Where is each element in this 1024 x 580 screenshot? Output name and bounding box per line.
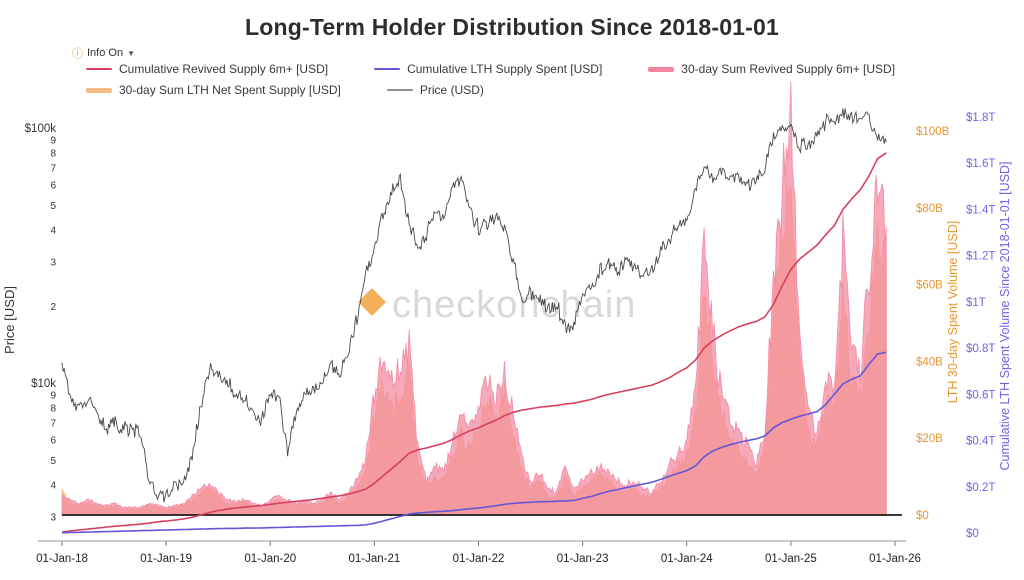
svg-text:7: 7 bbox=[50, 419, 56, 430]
watermark-diamond-icon bbox=[358, 288, 386, 316]
info-toggle-label: Info On bbox=[87, 47, 124, 59]
svg-text:3: 3 bbox=[50, 257, 56, 268]
svg-text:3: 3 bbox=[50, 512, 56, 523]
cumulative-axis-title: Cumulative LTH Spent Volume Since 2018-0… bbox=[998, 162, 1012, 471]
svg-text:5: 5 bbox=[50, 201, 56, 212]
svg-text:$0.2T: $0.2T bbox=[966, 482, 995, 494]
svg-text:01-Jan-25: 01-Jan-25 bbox=[765, 553, 817, 565]
watermark-text: checkonchain bbox=[392, 284, 636, 326]
svg-text:$100k: $100k bbox=[25, 123, 57, 135]
svg-text:4: 4 bbox=[50, 225, 56, 236]
legend-label: Cumulative Revived Supply 6m+ [USD] bbox=[119, 62, 329, 76]
legend-item-2[interactable]: 30-day Sum Revived Supply 6m+ [USD] bbox=[648, 62, 895, 76]
svg-text:8: 8 bbox=[50, 149, 56, 160]
svg-text:7: 7 bbox=[50, 164, 56, 175]
x-axis: 01-Jan-18 01-Jan-19 01-Jan-20 01-Jan-21 01-J… bbox=[36, 540, 921, 565]
page-title: Long-Term Holder Distribution Since 2018… bbox=[244, 14, 780, 40]
svg-text:$1.6T: $1.6T bbox=[966, 158, 995, 170]
svg-text:$1.8T: $1.8T bbox=[966, 112, 995, 124]
svg-text:$0.6T: $0.6T bbox=[966, 389, 995, 401]
legend-item-3[interactable]: 30-day Sum LTH Net Spent Supply [USD] bbox=[86, 83, 341, 97]
series-line-1 bbox=[61, 351, 887, 534]
info-toggle[interactable]: ⓘ Info On ▼ bbox=[72, 45, 135, 61]
svg-text:$60B: $60B bbox=[916, 280, 943, 292]
svg-text:4: 4 bbox=[50, 480, 56, 491]
spent-axis-title: LTH 30-day Spent Volume [USD] bbox=[946, 221, 960, 404]
legend-swatch-icon bbox=[648, 66, 675, 72]
svg-text:$1.4T: $1.4T bbox=[966, 204, 995, 216]
cumulative-axis: $0 $0.2T $0.4T $0.6T $0.8T $1T $1.2T $1.4T $1.6T… bbox=[966, 112, 1012, 540]
legend-item-1[interactable]: Cumulative LTH Supply Spent [USD] bbox=[374, 62, 602, 76]
chart-legend: Cumulative Revived Supply 6m+ [USD] Cumul… bbox=[86, 62, 895, 97]
svg-text:$100B: $100B bbox=[916, 126, 950, 138]
svg-text:5: 5 bbox=[50, 456, 56, 467]
svg-text:$40B: $40B bbox=[916, 356, 943, 368]
svg-text:$1T: $1T bbox=[966, 297, 986, 309]
svg-text:01-Jan-24: 01-Jan-24 bbox=[661, 553, 713, 565]
legend-swatch-icon bbox=[86, 87, 112, 93]
svg-text:01-Jan-26: 01-Jan-26 bbox=[869, 553, 921, 565]
legend-item-0[interactable]: Cumulative Revived Supply 6m+ [USD] bbox=[86, 62, 328, 76]
svg-text:$10k: $10k bbox=[31, 378, 56, 390]
svg-text:01-Jan-19: 01-Jan-19 bbox=[140, 553, 192, 565]
svg-text:6: 6 bbox=[50, 181, 56, 192]
spent-axis: $0 $20B $40B $60B $80B $100B LTH 30-day Spent … bbox=[916, 126, 960, 522]
svg-text:01-Jan-18: 01-Jan-18 bbox=[36, 553, 88, 565]
svg-text:$0.4T: $0.4T bbox=[966, 436, 995, 448]
watermark: checkonchain bbox=[358, 284, 636, 326]
legend-row-1: 30-day Sum LTH Net Spent Supply [USD] Pri… bbox=[86, 83, 895, 97]
legend-swatch-icon bbox=[374, 68, 401, 70]
svg-text:9: 9 bbox=[50, 391, 56, 402]
svg-text:01-Jan-23: 01-Jan-23 bbox=[557, 553, 609, 565]
svg-text:$80B: $80B bbox=[916, 203, 943, 215]
legend-label: Cumulative LTH Supply Spent [USD] bbox=[407, 62, 603, 76]
series-area-2 bbox=[61, 81, 887, 516]
svg-text:6: 6 bbox=[50, 436, 56, 447]
info-icon: ⓘ bbox=[72, 48, 83, 60]
svg-text:01-Jan-22: 01-Jan-22 bbox=[453, 553, 505, 565]
legend-label: Price (USD) bbox=[419, 83, 484, 97]
svg-text:$1.2T: $1.2T bbox=[966, 251, 995, 263]
svg-text:$0: $0 bbox=[916, 510, 929, 522]
legend-swatch-icon bbox=[386, 89, 413, 91]
svg-text:$0: $0 bbox=[966, 528, 979, 540]
legend-swatch-icon bbox=[86, 68, 112, 70]
svg-text:9: 9 bbox=[50, 136, 56, 147]
svg-text:$20B: $20B bbox=[916, 433, 943, 445]
svg-text:2: 2 bbox=[50, 302, 56, 313]
legend-item-4[interactable]: Price (USD) bbox=[386, 83, 484, 97]
svg-text:$0.8T: $0.8T bbox=[966, 343, 995, 355]
legend-label: 30-day Sum LTH Net Spent Supply [USD] bbox=[119, 83, 341, 97]
svg-text:01-Jan-21: 01-Jan-21 bbox=[348, 553, 400, 565]
legend-row-0: Cumulative Revived Supply 6m+ [USD] Cumul… bbox=[86, 62, 895, 76]
series-line-0 bbox=[61, 152, 887, 533]
svg-text:8: 8 bbox=[50, 404, 56, 415]
legend-label: 30-day Sum Revived Supply 6m+ [USD] bbox=[681, 62, 896, 76]
series-line-price bbox=[61, 108, 887, 503]
price-axis-title: Price [USD] bbox=[2, 286, 17, 354]
chevron-down-icon: ▼ bbox=[127, 48, 135, 58]
svg-text:01-Jan-20: 01-Jan-20 bbox=[244, 553, 296, 565]
